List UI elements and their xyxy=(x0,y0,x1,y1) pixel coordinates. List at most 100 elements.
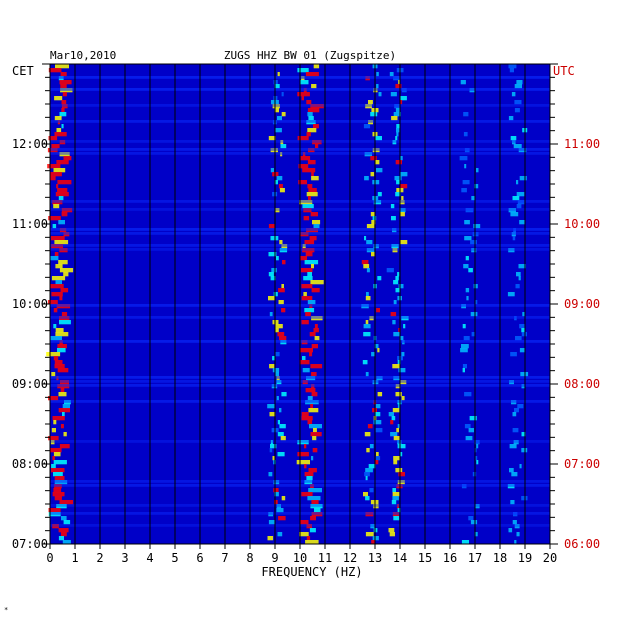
energy-streak xyxy=(48,396,59,401)
energy-streak xyxy=(310,364,323,369)
energy-streak xyxy=(50,336,62,341)
energy-streak xyxy=(306,524,312,529)
energy-streak xyxy=(51,276,66,281)
energy-streak xyxy=(364,472,370,477)
date-label: Mar10,2010 xyxy=(50,49,116,62)
cet-tick-label: 11:00 xyxy=(12,217,48,231)
energy-streak xyxy=(275,324,283,329)
energy-streak xyxy=(274,500,278,505)
energy-streak xyxy=(301,492,313,497)
energy-streak xyxy=(275,128,282,133)
energy-streak xyxy=(49,176,56,181)
utc-tick-label: 10:00 xyxy=(564,217,600,231)
energy-streak xyxy=(279,408,282,413)
energy-streak xyxy=(62,412,65,417)
energy-streak xyxy=(514,540,517,545)
energy-streak xyxy=(401,396,405,401)
energy-streak xyxy=(277,72,280,77)
energy-streak xyxy=(55,280,62,285)
energy-streak xyxy=(399,200,405,205)
energy-streak xyxy=(53,420,57,425)
energy-streak xyxy=(378,92,382,97)
energy-streak xyxy=(300,80,309,85)
energy-streak xyxy=(377,276,382,281)
energy-streak xyxy=(461,540,469,545)
energy-streak xyxy=(59,112,67,117)
energy-streak xyxy=(274,208,280,213)
energy-streak xyxy=(48,512,61,517)
energy-streak xyxy=(61,208,73,213)
energy-streak xyxy=(52,416,65,421)
energy-streak xyxy=(310,516,316,521)
energy-streak xyxy=(377,348,380,353)
energy-streak xyxy=(371,352,376,357)
energy-streak xyxy=(55,192,69,197)
energy-streak xyxy=(465,288,470,293)
energy-streak xyxy=(395,392,402,397)
energy-streak xyxy=(308,488,322,493)
energy-streak xyxy=(377,392,383,397)
energy-streak xyxy=(376,452,379,457)
energy-streak xyxy=(54,116,62,121)
energy-streak xyxy=(56,184,59,189)
energy-streak xyxy=(509,468,514,473)
energy-streak xyxy=(272,456,275,461)
energy-streak xyxy=(300,256,307,261)
energy-streak xyxy=(301,296,313,301)
energy-streak xyxy=(274,492,279,497)
energy-streak xyxy=(391,216,396,221)
energy-streak xyxy=(393,112,401,117)
energy-streak xyxy=(61,108,65,113)
energy-streak xyxy=(363,124,371,129)
energy-streak xyxy=(270,236,279,241)
energy-streak xyxy=(468,428,474,433)
energy-streak xyxy=(375,160,380,165)
energy-streak xyxy=(62,540,71,545)
energy-streak xyxy=(268,252,277,257)
x-tick-label: 16 xyxy=(443,551,457,565)
energy-streak xyxy=(306,100,312,105)
energy-streak xyxy=(55,264,63,269)
energy-streak xyxy=(47,164,61,169)
energy-streak xyxy=(462,180,470,185)
energy-streak xyxy=(311,372,317,377)
energy-streak xyxy=(58,260,68,265)
energy-streak xyxy=(401,352,405,357)
energy-streak xyxy=(513,440,519,445)
energy-streak xyxy=(519,324,526,329)
energy-streak xyxy=(392,140,397,145)
energy-streak xyxy=(268,296,276,301)
energy-streak xyxy=(507,292,515,297)
footer-mark: * xyxy=(4,606,9,614)
x-axis-title: FREQUENCY (HZ) xyxy=(261,565,362,579)
energy-streak xyxy=(395,84,402,89)
energy-streak xyxy=(311,344,318,349)
energy-streak xyxy=(63,272,69,277)
energy-streak xyxy=(365,372,369,377)
x-tick-label: 4 xyxy=(146,551,153,565)
energy-streak xyxy=(270,444,277,449)
energy-streak xyxy=(508,208,516,213)
utc-tick-label: 08:00 xyxy=(564,377,600,391)
energy-streak xyxy=(57,344,67,349)
energy-streak xyxy=(54,496,62,501)
energy-streak xyxy=(314,508,321,513)
energy-streak xyxy=(277,452,285,457)
energy-streak xyxy=(364,176,369,181)
energy-streak xyxy=(297,92,310,97)
energy-streak xyxy=(297,68,309,73)
energy-streak xyxy=(276,508,284,513)
energy-streak xyxy=(399,208,406,213)
energy-streak xyxy=(374,412,381,417)
energy-streak xyxy=(510,212,519,217)
energy-streak xyxy=(56,504,67,509)
plot-frame xyxy=(49,63,551,545)
energy-streak xyxy=(59,268,74,273)
energy-streak xyxy=(277,420,280,425)
energy-streak xyxy=(313,328,319,333)
energy-streak xyxy=(296,460,310,465)
energy-streak xyxy=(368,464,376,469)
energy-streak xyxy=(57,180,72,185)
energy-streak xyxy=(518,264,526,269)
